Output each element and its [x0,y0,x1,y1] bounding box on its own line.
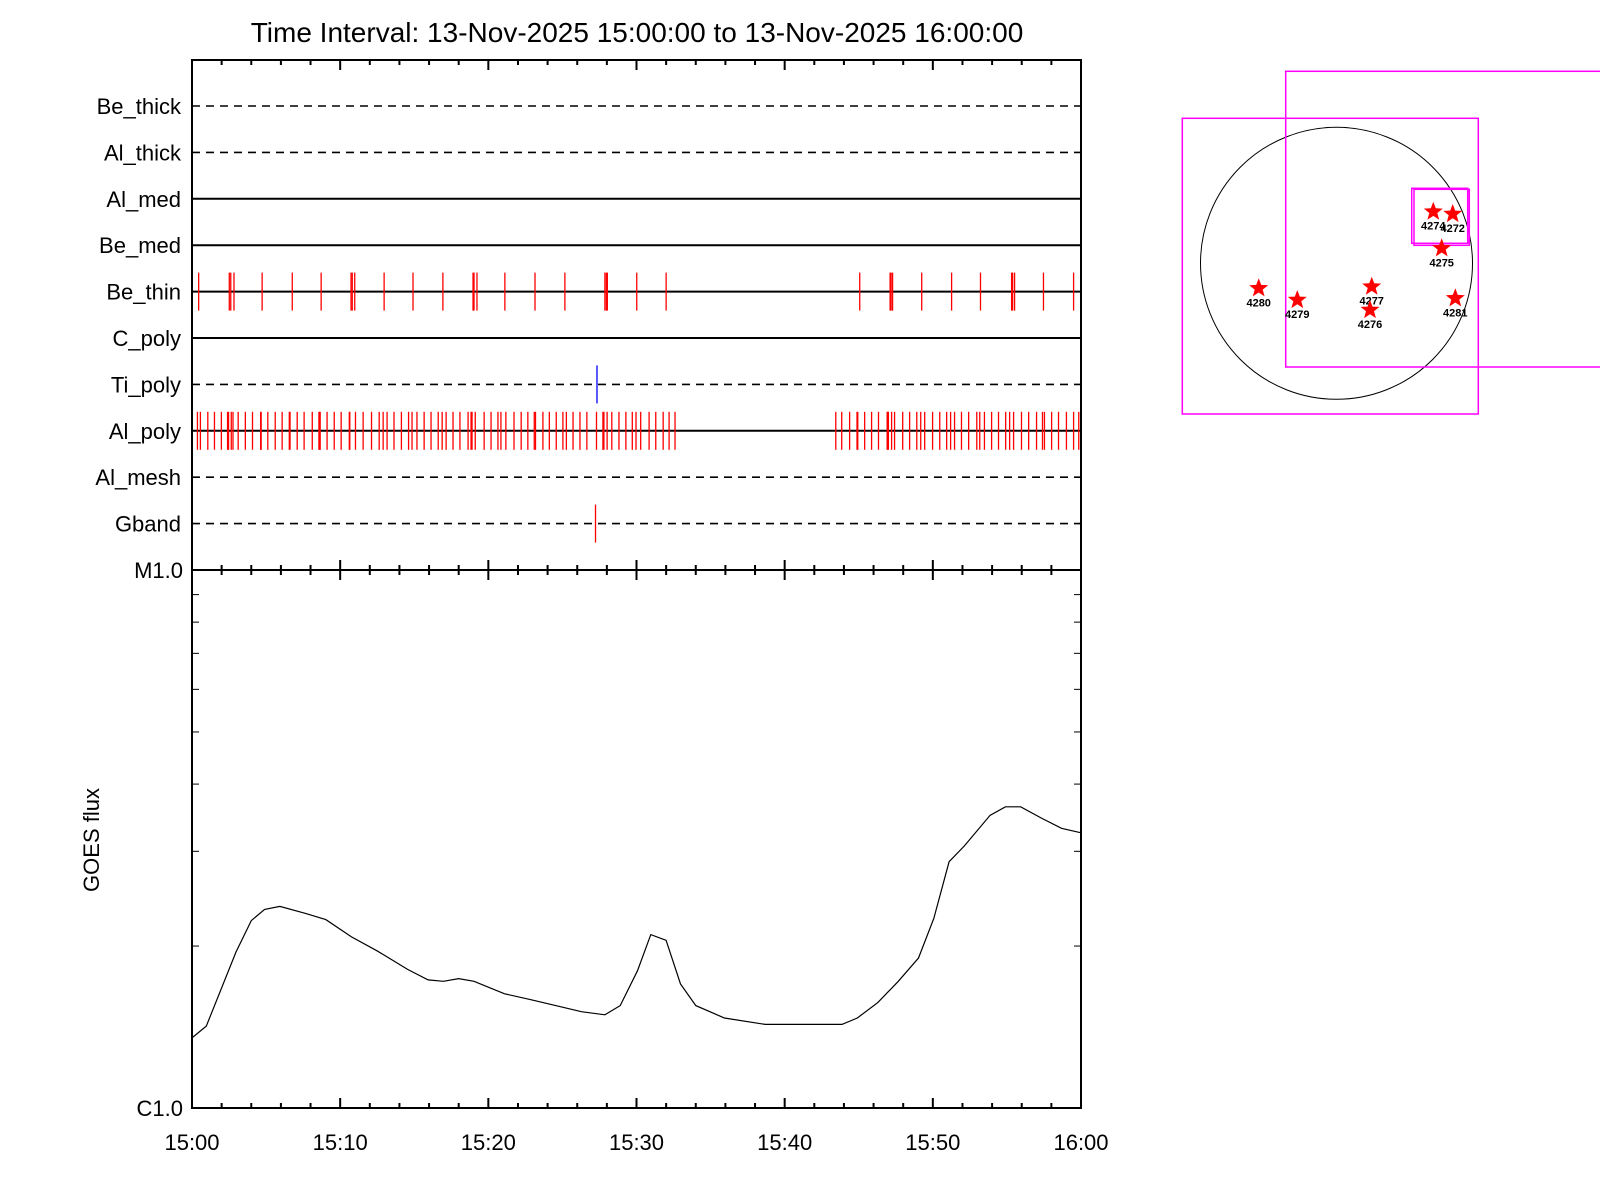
active-region-label: 4277 [1359,296,1383,308]
x-tick-label: 15:50 [905,1130,960,1155]
field-of-view-box [1181,117,1480,415]
x-tick-label: 15:30 [609,1130,664,1155]
solar-limb [1200,126,1473,400]
x-tick-label: 15:10 [313,1130,368,1155]
field-of-view-box [1284,70,1600,368]
x-tick-label: 16:00 [1053,1130,1108,1155]
active-region-label: 4281 [1443,307,1467,319]
active-region-label: 4274 [1421,221,1446,233]
active-region-label: 4279 [1285,309,1309,321]
row-label: Al_poly [109,419,181,444]
active-region-star-icon [1423,201,1443,220]
row-label: Al_mesh [95,465,181,490]
x-tick-label: 15:20 [461,1130,516,1155]
row-label: Be_thick [97,94,182,119]
row-label: Be_med [99,233,181,258]
active-region-star-icon [1432,238,1452,257]
goes-flux-line [191,806,1081,1039]
row-label: Be_thin [106,280,181,305]
instrument-event-panel: Be_thick Al_thick Al_med Be_med Be_thin C_pol… [95,59,1082,571]
y-axis-label: GOES flux [79,788,104,892]
y-tick-label: M1.0 [134,558,183,583]
chart-title: Time Interval: 13-Nov-2025 15:00:00 to 1… [251,17,1024,48]
active-region-label: 4276 [1358,319,1382,331]
row-label: Al_thick [104,140,182,165]
field-of-view-box [1413,188,1471,247]
active-region-star-icon [1287,290,1307,309]
lower-frame [191,569,1082,1109]
active-region-label: 4272 [1440,223,1464,235]
active-region-star-icon [1249,278,1269,297]
goes-flux-panel: 15:00 15:10 15:20 15:30 15:40 15:50 16:00 M1.0 C… [134,558,1108,1155]
y-tick-label: C1.0 [137,1096,183,1121]
active-region-star-icon [1362,276,1382,295]
active-region-star-icon [1445,288,1465,307]
active-region-star-icon [1360,300,1380,319]
row-label: Gband [115,512,181,537]
field-of-view-box [1410,187,1469,245]
row-label: C_poly [113,326,181,351]
upper-frame [191,59,1082,571]
active-region-star-icon [1443,204,1463,223]
row-label: Ti_poly [111,372,181,397]
active-region-label: 4280 [1246,297,1270,309]
active-region-label: 4275 [1429,257,1453,269]
x-tick-label: 15:40 [757,1130,812,1155]
x-tick-label: 15:00 [164,1130,219,1155]
row-label: Al_med [106,187,181,212]
